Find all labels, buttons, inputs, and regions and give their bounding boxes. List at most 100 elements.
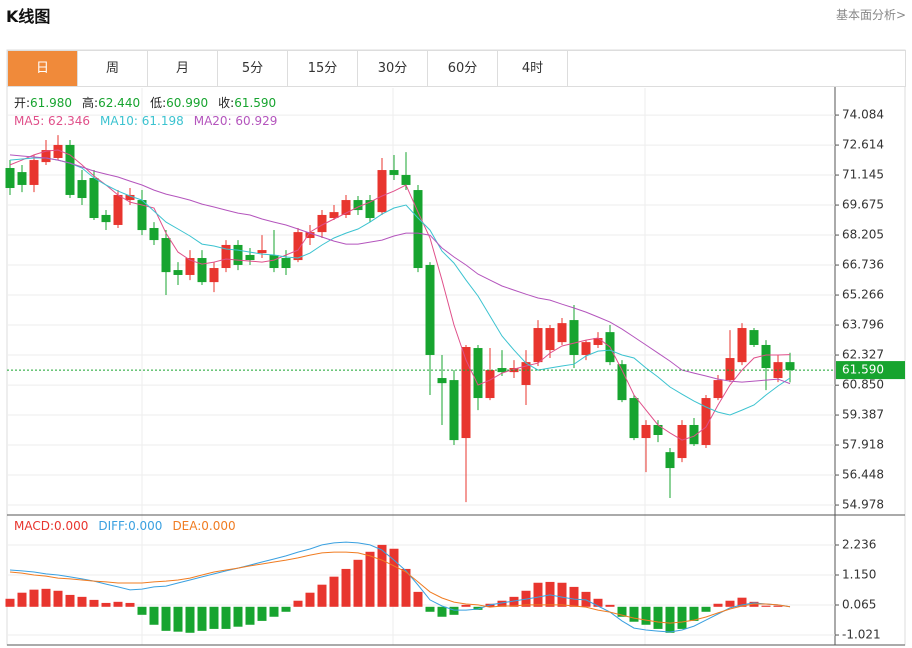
candle-body xyxy=(437,378,447,384)
macd-bar xyxy=(773,605,783,607)
macd-bar xyxy=(305,592,315,607)
candle-body xyxy=(29,160,39,185)
candle-body xyxy=(773,362,783,379)
macd-bar xyxy=(221,606,231,629)
macd-bar xyxy=(413,591,423,607)
period-tab[interactable]: 4时 xyxy=(498,51,568,86)
candle-body xyxy=(713,380,723,399)
y-tick-label: 56.448 xyxy=(842,468,884,482)
macd-bar xyxy=(713,603,723,607)
candle-body xyxy=(197,258,207,283)
candle-body xyxy=(341,200,351,215)
legend-entry: MA20: 60.929 xyxy=(194,114,278,128)
legend-entry: DEA:0.000 xyxy=(172,519,235,533)
y-tick-label: 74.084 xyxy=(842,108,884,122)
candle-body xyxy=(737,328,747,363)
macd-bar xyxy=(437,606,447,617)
candle-body xyxy=(365,200,375,219)
candle-body xyxy=(449,380,459,441)
period-tab[interactable]: 月 xyxy=(148,51,218,86)
legend: MA5: 62.346 MA10: 61.198 MA20: 60.929 xyxy=(14,114,277,128)
candle-body xyxy=(629,398,639,439)
candle-body xyxy=(521,362,531,385)
macd-bar xyxy=(245,606,255,625)
macd-bar xyxy=(509,596,519,607)
macd-bar xyxy=(617,606,627,617)
legend-entry: MA5: 62.346 xyxy=(14,114,90,128)
macd-bar xyxy=(113,601,123,607)
candle-body xyxy=(281,258,291,269)
macd-bar xyxy=(89,599,99,607)
macd-bar xyxy=(341,568,351,607)
candle-body xyxy=(557,323,567,343)
candle-body xyxy=(545,328,555,351)
candle-body xyxy=(125,194,135,201)
info-label: 收: xyxy=(218,96,234,110)
candle-body xyxy=(233,244,243,265)
legend: MACD:0.000 DIFF:0.000 DEA:0.000 xyxy=(14,519,236,533)
candle-body xyxy=(101,214,111,223)
y-tick-label: 62.327 xyxy=(842,348,884,362)
info-label: 开: xyxy=(14,96,30,110)
macd-bar xyxy=(473,606,483,610)
macd-bar xyxy=(629,606,639,622)
indicator-line xyxy=(9,154,791,385)
candle-body xyxy=(665,452,675,469)
indicator-line xyxy=(9,541,791,633)
candle-body xyxy=(641,424,651,439)
macd-bar xyxy=(233,606,243,627)
macd-bar xyxy=(101,602,111,607)
y-tick-label: 1.150 xyxy=(842,568,876,582)
period-tab[interactable]: 30分 xyxy=(358,51,428,86)
candle-body xyxy=(533,328,543,363)
candle-body xyxy=(149,228,159,241)
macd-bar xyxy=(665,606,675,633)
candle-body xyxy=(497,368,507,373)
page-title: K线图 xyxy=(6,7,51,26)
y-tick-label: -1.021 xyxy=(842,628,881,642)
y-tick-label: 66.736 xyxy=(842,258,884,272)
macd-bar xyxy=(401,568,411,607)
macd-bar xyxy=(53,590,63,607)
candle-body xyxy=(305,232,315,239)
period-tab[interactable]: 日 xyxy=(8,51,78,86)
macd-bar xyxy=(257,606,267,621)
candle-body xyxy=(185,258,195,275)
legend-entry: DIFF:0.000 xyxy=(98,519,162,533)
candle-body xyxy=(785,362,795,371)
macd-bar xyxy=(41,588,51,607)
macd-bar xyxy=(197,606,207,631)
macd-bar xyxy=(569,586,579,607)
period-tab[interactable]: 5分 xyxy=(218,51,288,86)
macd-bar xyxy=(653,606,663,629)
candle-body xyxy=(425,264,435,355)
indicator-line xyxy=(9,149,791,441)
macd-bar xyxy=(389,548,399,607)
candle-body xyxy=(593,338,603,345)
macd-bar xyxy=(209,606,219,629)
macd-bar xyxy=(497,600,507,607)
candle-body xyxy=(245,254,255,261)
fundamentals-link[interactable]: 基本面分析> xyxy=(835,8,906,22)
candle-body xyxy=(65,144,75,195)
period-tab[interactable]: 周 xyxy=(78,51,148,86)
candle-body xyxy=(569,320,579,355)
candle-body xyxy=(509,368,519,373)
info-label: 高: xyxy=(82,95,98,110)
macd-bar xyxy=(329,576,339,607)
macd-bar xyxy=(293,600,303,607)
candle-body xyxy=(329,212,339,219)
info-value: 61.980 xyxy=(30,96,72,110)
macd-bar xyxy=(17,592,27,607)
candle-body xyxy=(725,358,735,381)
candle-body xyxy=(389,170,399,175)
candle-body xyxy=(53,144,63,159)
macd-bar xyxy=(581,591,591,607)
candle-body xyxy=(5,168,15,189)
candle-body xyxy=(461,347,471,439)
period-tab[interactable]: 60分 xyxy=(428,51,498,86)
candle-body xyxy=(221,244,231,269)
period-tab[interactable]: 15分 xyxy=(288,51,358,86)
y-tick-label: 71.145 xyxy=(842,168,884,182)
